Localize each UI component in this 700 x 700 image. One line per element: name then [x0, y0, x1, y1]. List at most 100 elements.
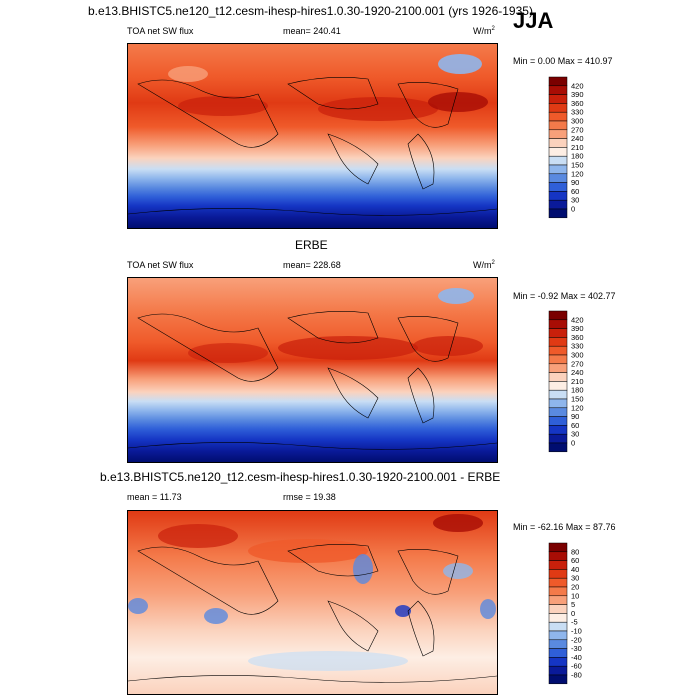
colorbar-swatch	[548, 337, 568, 347]
panel1-minmax: Min = 0.00 Max = 410.97	[513, 56, 613, 66]
colorbar-tick-label: 90	[571, 178, 579, 187]
colorbar-tick-label: 60	[571, 421, 579, 430]
panel3-mean-label: mean = 11.73	[127, 492, 182, 502]
panel1-map	[127, 43, 498, 229]
colorbar-tick-label: 40	[571, 565, 579, 574]
panel2-units: W/m2	[473, 260, 495, 270]
colorbar-tick-label: 30	[571, 574, 579, 583]
colorbar-swatch	[548, 155, 568, 166]
colorbar-tick-label: 150	[571, 161, 584, 170]
colorbar-tick-label: 30	[571, 430, 579, 439]
colorbar-swatch	[548, 595, 568, 605]
colorbar-tick-label: 330	[571, 342, 584, 351]
colorbar-swatch	[548, 407, 568, 417]
colorbar-tick-label: 60	[571, 187, 579, 196]
colorbar-tick-label: -30	[571, 644, 582, 653]
colorbar-tick-label: -5	[571, 618, 578, 627]
colorbar-tick-label: 120	[571, 403, 584, 412]
colorbar-tick-label: 150	[571, 395, 584, 404]
colorbar-tick-label: 240	[571, 368, 584, 377]
colorbar-swatch	[548, 164, 568, 175]
colorbar-tick-label: 300	[571, 117, 584, 126]
season-label: JJA	[513, 8, 554, 33]
panel3-minmax: Min = -62.16 Max = 87.76	[513, 522, 616, 532]
colorbar-swatch	[548, 586, 568, 597]
colorbar-swatch	[548, 147, 568, 157]
colorbar-tick-label: 420	[571, 315, 584, 324]
panel2-map-svg	[128, 278, 497, 462]
colorbar-tick-label: 60	[571, 556, 579, 565]
colorbar-swatch	[548, 613, 568, 623]
colorbar-tick-label: 300	[571, 351, 584, 360]
colorbar-swatch	[548, 199, 568, 210]
colorbar-swatch	[548, 319, 568, 329]
colorbar-swatch	[548, 577, 568, 588]
colorbar-swatch	[548, 657, 568, 667]
colorbar-tick-label: 360	[571, 333, 584, 342]
colorbar-tick-label: 0	[571, 205, 575, 214]
colorbar-swatch	[548, 328, 568, 338]
colorbar-swatch	[548, 182, 568, 192]
colorbar-swatch	[548, 621, 568, 632]
colorbar-tick-label: 180	[571, 386, 584, 395]
panel2-title: ERBE	[295, 238, 328, 252]
panel2-mean-label: mean= 228.68	[283, 260, 341, 270]
colorbar-tick-label: 0	[571, 609, 575, 618]
colorbar-tick-label: 390	[571, 90, 584, 99]
colorbar-swatch	[548, 85, 568, 95]
colorbar-swatch	[548, 129, 568, 139]
colorbar-swatch	[548, 94, 568, 104]
colorbar-tick-label: 420	[571, 81, 584, 90]
colorbar-tick-label: 390	[571, 324, 584, 333]
colorbar-tick-label: 20	[571, 583, 579, 592]
panel1-map-svg	[128, 44, 497, 228]
colorbar-swatch	[548, 674, 568, 685]
colorbar-tick-label: 80	[571, 547, 579, 556]
colorbar-swatch	[548, 191, 568, 201]
colorbar-swatch	[548, 354, 568, 365]
colorbar-swatch	[548, 630, 568, 641]
panel1-units: W/m2	[473, 26, 495, 36]
colorbar-tick-label: 270	[571, 125, 584, 134]
colorbar-swatch	[548, 551, 568, 561]
colorbar-swatch	[548, 208, 568, 219]
colorbar-swatch	[548, 103, 568, 113]
panel3-map-svg	[128, 511, 497, 694]
colorbar-tick-label: 180	[571, 152, 584, 161]
colorbar-swatch	[548, 604, 568, 614]
colorbar-tick-label: -20	[571, 635, 582, 644]
colorbar-tick-label: 120	[571, 169, 584, 178]
colorbar-tick-label: 0	[571, 439, 575, 448]
colorbar-tick-label: -40	[571, 653, 582, 662]
colorbar-tick-label: 210	[571, 143, 584, 152]
colorbar-swatch	[548, 665, 568, 676]
colorbar-swatch	[548, 120, 568, 131]
colorbar-swatch	[548, 389, 568, 400]
colorbar-swatch	[548, 398, 568, 409]
colorbar-swatch	[548, 310, 568, 321]
colorbar-swatch	[548, 372, 568, 382]
colorbar-swatch	[548, 560, 568, 570]
colorbar-swatch	[548, 425, 568, 435]
panel2-variable-label: TOA net SW flux	[127, 260, 194, 270]
colorbar-swatch	[548, 442, 568, 453]
panel3-title: b.e13.BHISTC5.ne120_t12.cesm-ihesp-hires…	[100, 470, 501, 484]
colorbar-tick-label: 240	[571, 134, 584, 143]
panel2-map	[127, 277, 498, 463]
colorbar-tick-label: 5	[571, 600, 575, 609]
colorbar-tick-label: -10	[571, 627, 582, 636]
colorbar-swatch	[548, 569, 568, 579]
panel2-colorbar: 420 390 360 330 300 270 240 210 180 150 120 90 60 30 0	[548, 310, 589, 461]
panel3-map	[127, 510, 498, 695]
colorbar-tick-label: 270	[571, 359, 584, 368]
colorbar-tick-label: 90	[571, 412, 579, 421]
colorbar-swatch	[548, 416, 568, 426]
colorbar-tick-label: 210	[571, 377, 584, 386]
colorbar-tick-label: 360	[571, 99, 584, 108]
colorbar-swatch	[548, 381, 568, 391]
panel1-colorbar: 420 390 360 330 300 270 240 210 180 150 120 90 60 30 0	[548, 76, 589, 227]
colorbar-tick-label: -60	[571, 662, 582, 671]
